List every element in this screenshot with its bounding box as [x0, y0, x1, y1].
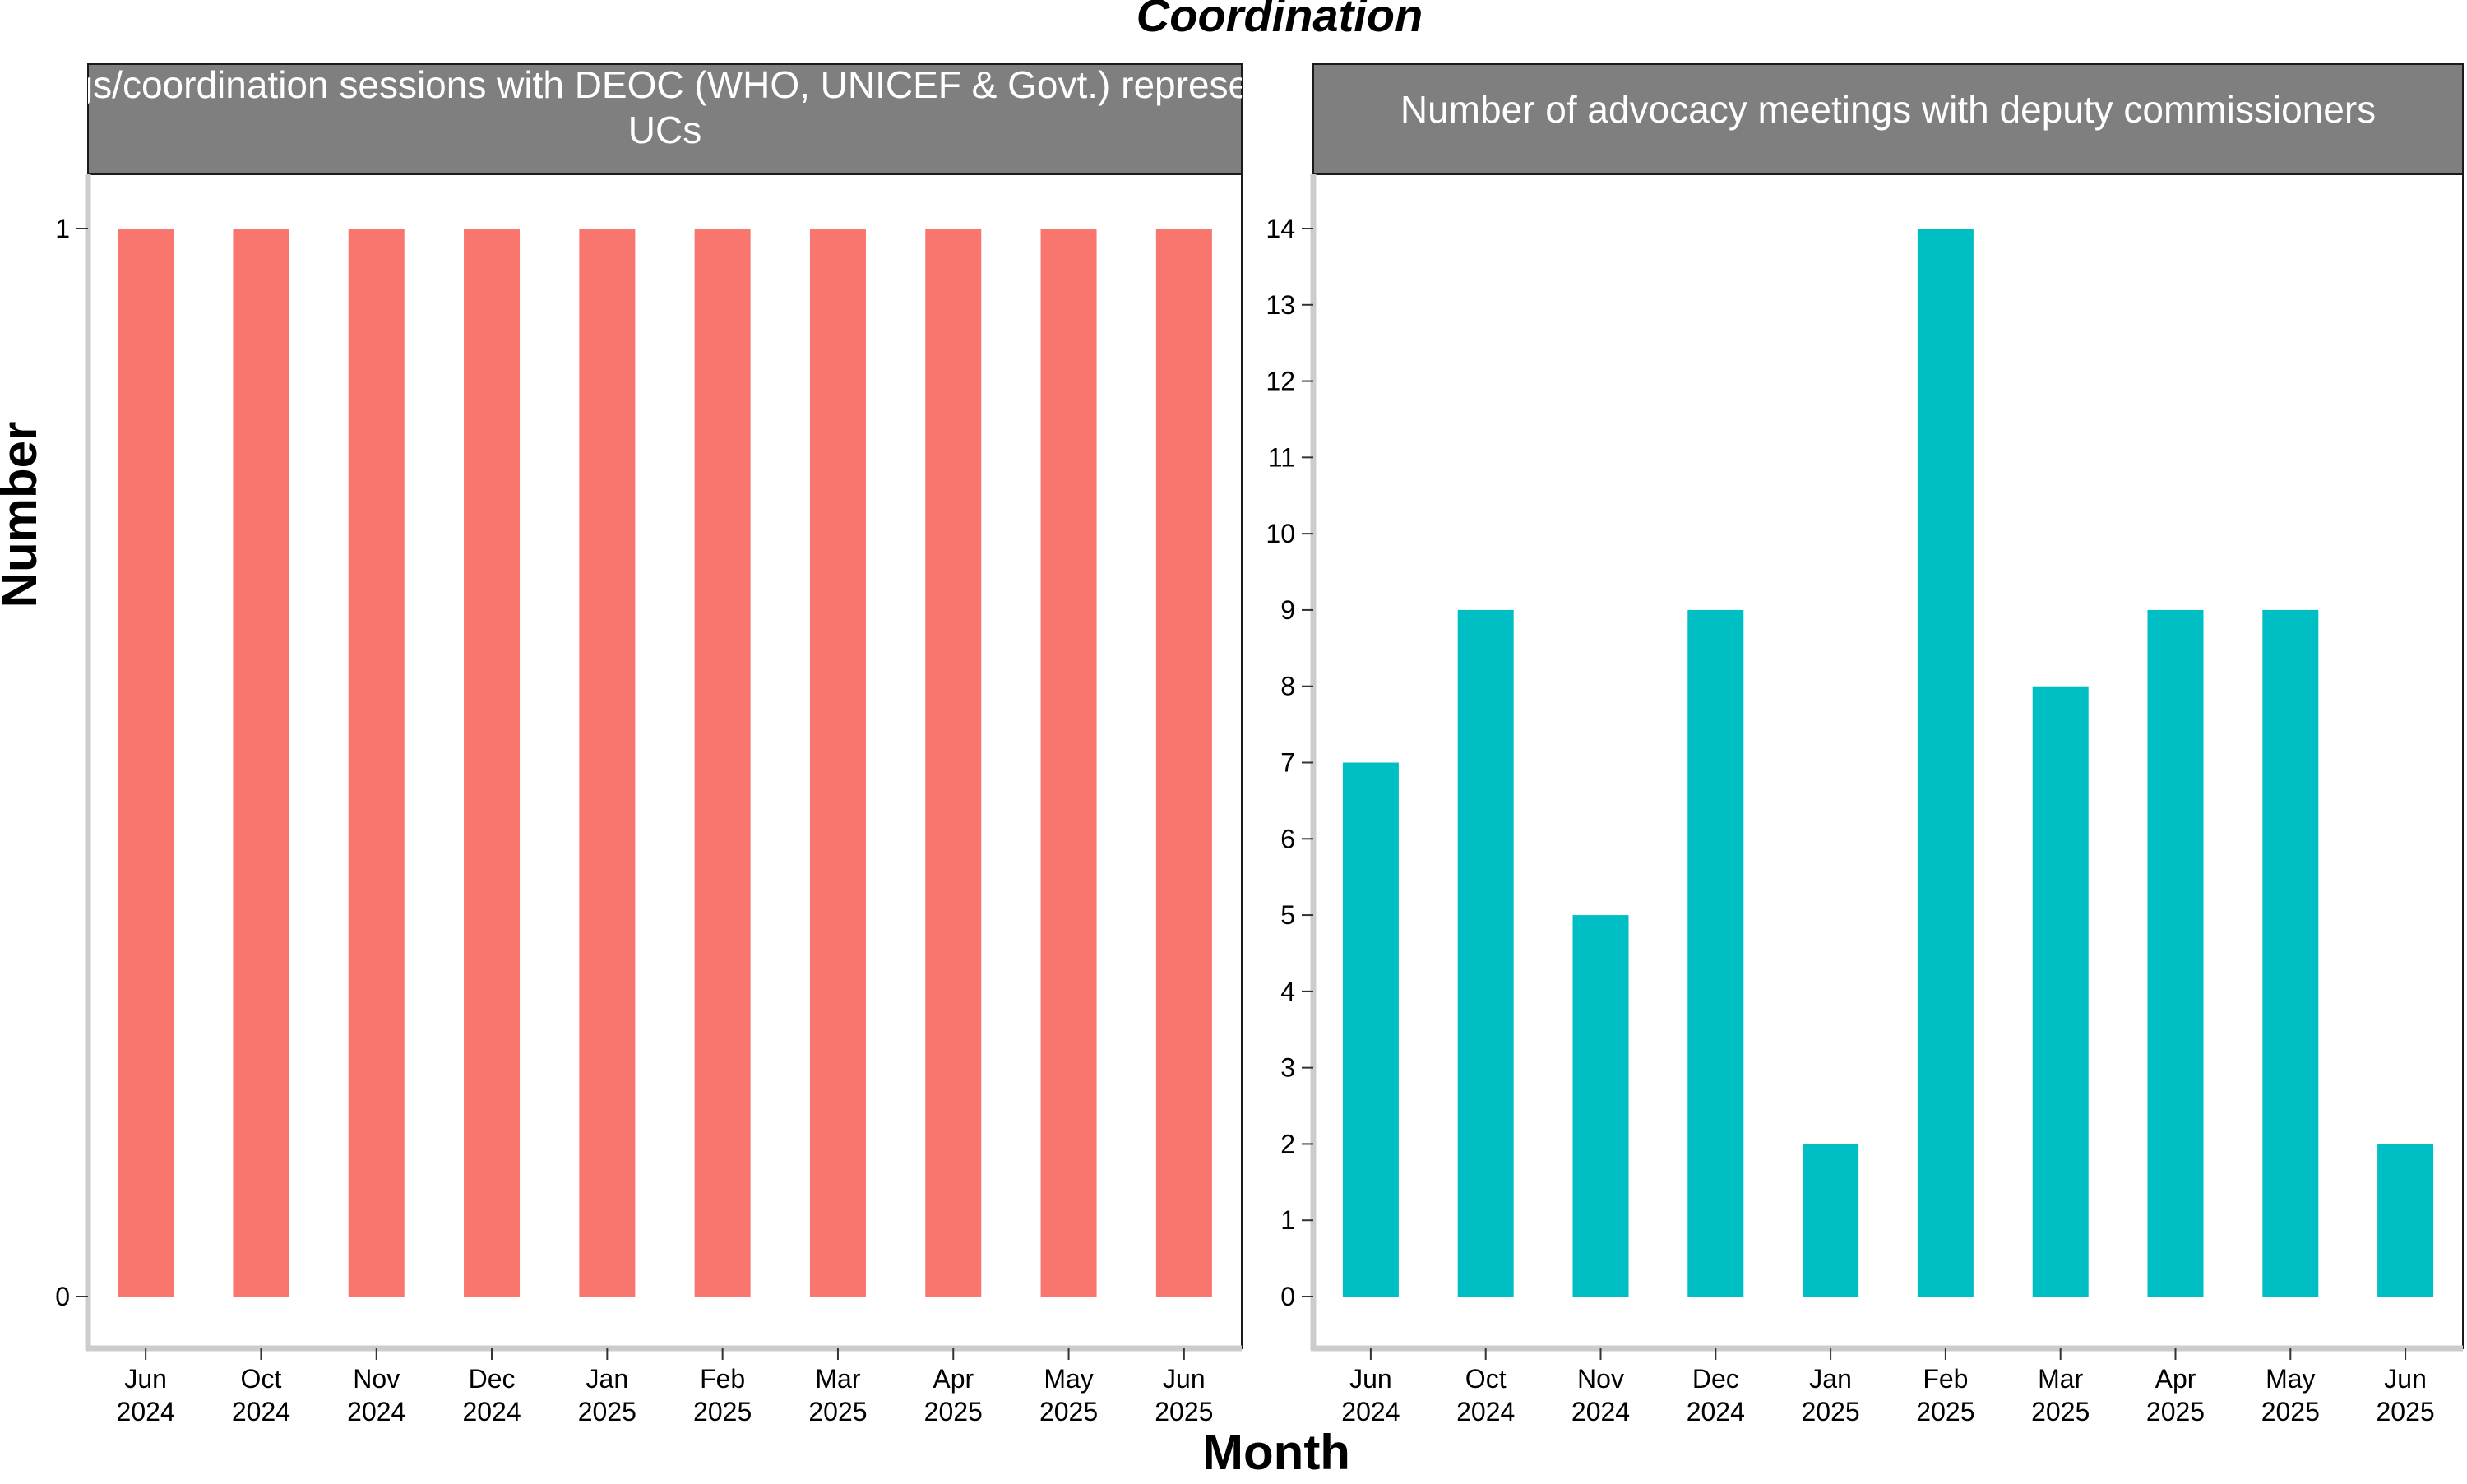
bar-jun-2025 [1155, 229, 1212, 1297]
y-tick-label: 5 [1280, 900, 1295, 930]
y-tick-label: 0 [55, 1282, 70, 1311]
y-tick-label: 14 [1266, 214, 1295, 243]
x-tick-label-year: 2024 [1456, 1397, 1515, 1426]
y-tick-label: 11 [1268, 442, 1295, 472]
bar-jan-2025 [1803, 1144, 1859, 1297]
x-tick-label-month: Dec [469, 1364, 516, 1394]
x-tick-label-year: 2024 [117, 1397, 175, 1426]
x-tick-label-year: 2025 [808, 1397, 867, 1426]
x-tick-label-year: 2024 [232, 1397, 290, 1426]
x-tick-label-month: Jun [124, 1364, 167, 1394]
bar-mar-2025 [2032, 686, 2089, 1297]
x-tick-label-year: 2025 [693, 1397, 752, 1426]
bar-nov-2024 [1572, 915, 1629, 1297]
y-tick-label: 6 [1280, 824, 1295, 853]
chart-title: Coordination [1136, 0, 1423, 41]
panel-strip-label-group: Number of advocacy meetings with deputy … [1400, 88, 2376, 131]
bar-feb-2025 [694, 229, 751, 1297]
x-tick-label-month: Oct [241, 1364, 282, 1394]
panel-strip-label: Number of meetings/coordination sessions… [0, 63, 1558, 106]
x-tick-label-month: May [1044, 1364, 1093, 1394]
x-tick-label-year: 2025 [578, 1397, 636, 1426]
x-tick-label-year: 2025 [1916, 1397, 1974, 1426]
x-tick-label-year: 2024 [1571, 1397, 1630, 1426]
x-tick-label-year: 2025 [2377, 1397, 2435, 1426]
panels-layer: Number of meetings/coordination sessions… [0, 63, 2464, 1426]
x-tick-label-year: 2025 [1802, 1397, 1860, 1426]
y-tick-label: 0 [1280, 1282, 1295, 1311]
panel-strip-label: UCs [628, 109, 701, 151]
y-tick-label: 8 [1280, 672, 1295, 701]
x-tick-label-year: 2024 [462, 1397, 521, 1426]
x-tick-label-month: Jan [586, 1364, 629, 1394]
x-tick-label-month: Jan [1809, 1364, 1852, 1394]
y-tick-label: 1 [1280, 1205, 1295, 1235]
bar-apr-2025 [925, 229, 982, 1297]
panel-1: Number of meetings/coordination sessions… [0, 63, 1558, 1426]
x-tick-label-month: Oct [1465, 1364, 1507, 1394]
y-axis-title: Number [0, 422, 47, 608]
x-tick-label-year: 2025 [2146, 1397, 2205, 1426]
bar-may-2025 [1040, 229, 1097, 1297]
y-tick-label: 9 [1280, 595, 1295, 625]
bar-feb-2025 [1917, 229, 1974, 1297]
panel-2: Number of advocacy meetings with deputy … [1266, 63, 2464, 1426]
bar-oct-2024 [1457, 609, 1514, 1297]
x-tick-label-month: Apr [933, 1364, 974, 1394]
y-tick-label: 13 [1266, 290, 1295, 320]
y-tick-label: 10 [1266, 519, 1295, 548]
bar-may-2025 [2262, 609, 2319, 1297]
bar-jun-2025 [2377, 1144, 2434, 1297]
x-tick-label-month: Jun [1163, 1364, 1206, 1394]
x-tick-label-year: 2025 [2031, 1397, 2090, 1426]
x-tick-label-year: 2025 [2261, 1397, 2320, 1426]
bar-mar-2025 [809, 229, 866, 1297]
y-tick-label: 7 [1280, 748, 1295, 778]
bar-nov-2024 [348, 229, 405, 1297]
x-tick-label-month: Mar [815, 1364, 860, 1394]
bar-jun-2024 [1342, 762, 1399, 1297]
panel-strip-label-group: Number of meetings/coordination sessions… [0, 63, 1558, 151]
x-tick-label-month: Feb [1923, 1364, 1968, 1394]
x-tick-label-month: Feb [700, 1364, 745, 1394]
bar-jan-2025 [579, 229, 636, 1297]
x-tick-label-month: May [2266, 1364, 2315, 1394]
x-tick-label-month: Apr [2155, 1364, 2196, 1394]
x-axis-title: Month [1202, 1425, 1350, 1480]
panel-strip [87, 63, 1243, 175]
x-tick-label-month: Mar [2038, 1364, 2083, 1394]
panel-strip [1312, 63, 2464, 175]
bar-dec-2024 [464, 229, 521, 1297]
x-tick-label-month: Nov [1577, 1364, 1624, 1394]
y-tick-label: 1 [55, 214, 70, 243]
panel-strip-label: Number of advocacy meetings with deputy … [1400, 88, 2376, 131]
bar-dec-2024 [1687, 609, 1744, 1297]
bar-jun-2024 [118, 229, 174, 1297]
x-tick-label-year: 2025 [1039, 1397, 1098, 1426]
bar-apr-2025 [2147, 609, 2204, 1297]
x-tick-label-year: 2024 [347, 1397, 405, 1426]
x-tick-label-month: Jun [1349, 1364, 1392, 1394]
x-tick-label-year: 2025 [924, 1397, 983, 1426]
x-tick-label-month: Nov [353, 1364, 400, 1394]
x-tick-label-year: 2024 [1687, 1397, 1745, 1426]
x-tick-label-month: Jun [2384, 1364, 2427, 1394]
x-tick-label-year: 2024 [1341, 1397, 1400, 1426]
y-tick-label: 4 [1280, 977, 1295, 1006]
x-tick-label-month: Dec [1692, 1364, 1739, 1394]
bar-oct-2024 [233, 229, 289, 1297]
y-tick-label: 12 [1266, 367, 1295, 396]
x-tick-label-year: 2025 [1155, 1397, 1213, 1426]
y-tick-label: 3 [1280, 1053, 1295, 1083]
y-tick-label: 2 [1280, 1129, 1295, 1158]
